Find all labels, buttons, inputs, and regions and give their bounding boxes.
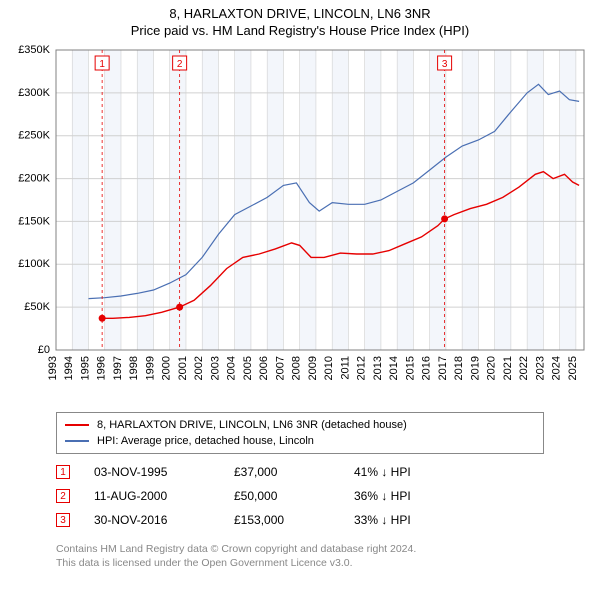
svg-text:£300K: £300K [18, 87, 50, 99]
svg-text:1: 1 [99, 59, 105, 70]
svg-text:2012: 2012 [356, 356, 368, 380]
svg-text:2015: 2015 [404, 356, 416, 380]
transaction-price: £153,000 [234, 513, 354, 527]
transaction-row: 1 03-NOV-1995£37,00041% ↓ HPI [56, 460, 544, 484]
transaction-price: £37,000 [234, 465, 354, 479]
svg-text:2011: 2011 [339, 356, 351, 380]
svg-text:2024: 2024 [551, 356, 563, 380]
svg-text:£250K: £250K [18, 130, 50, 142]
transaction-price: £50,000 [234, 489, 354, 503]
footer-attribution: Contains HM Land Registry data © Crown c… [56, 542, 544, 570]
transaction-pct: 33% ↓ HPI [354, 513, 544, 527]
svg-text:2021: 2021 [502, 356, 514, 380]
svg-text:2019: 2019 [469, 356, 481, 380]
footer-line2: This data is licensed under the Open Gov… [56, 556, 544, 570]
transaction-date: 11-AUG-2000 [94, 489, 234, 503]
transaction-row: 3 30-NOV-2016£153,00033% ↓ HPI [56, 508, 544, 532]
legend-label: 8, HARLAXTON DRIVE, LINCOLN, LN6 3NR (de… [97, 419, 407, 431]
svg-text:2: 2 [177, 59, 183, 70]
svg-text:1995: 1995 [79, 356, 91, 380]
svg-text:2007: 2007 [274, 356, 286, 380]
svg-text:1994: 1994 [63, 356, 75, 380]
svg-text:2001: 2001 [177, 356, 189, 380]
svg-text:2004: 2004 [226, 356, 238, 380]
svg-text:2009: 2009 [307, 356, 319, 380]
legend-label: HPI: Average price, detached house, Linc… [97, 435, 314, 447]
svg-text:£200K: £200K [18, 172, 50, 184]
chart-title-line2: Price paid vs. HM Land Registry's House … [0, 23, 600, 38]
svg-text:2016: 2016 [421, 356, 433, 380]
svg-text:2008: 2008 [291, 356, 303, 380]
svg-text:2003: 2003 [209, 356, 221, 380]
transaction-marker: 3 [56, 513, 70, 527]
transaction-date: 03-NOV-1995 [94, 465, 234, 479]
legend-swatch [65, 440, 89, 442]
svg-text:2013: 2013 [372, 356, 384, 380]
svg-text:1998: 1998 [128, 356, 140, 380]
legend: 8, HARLAXTON DRIVE, LINCOLN, LN6 3NR (de… [56, 412, 544, 454]
svg-text:£100K: £100K [18, 258, 50, 270]
svg-text:2022: 2022 [518, 356, 530, 380]
chart-svg: £0 £50K £100K £150K £200K £250K £300K £350K 1993… [8, 44, 592, 404]
svg-text:2017: 2017 [437, 356, 449, 380]
transactions-table: 1 03-NOV-1995£37,00041% ↓ HPI 2 11-AUG-2000… [56, 460, 544, 532]
chart-title-line1: 8, HARLAXTON DRIVE, LINCOLN, LN6 3NR [0, 6, 600, 21]
transaction-row: 2 11-AUG-2000£50,00036% ↓ HPI [56, 484, 544, 508]
svg-text:2018: 2018 [453, 356, 465, 380]
svg-text:£50K: £50K [24, 301, 50, 313]
svg-text:1999: 1999 [144, 356, 156, 380]
svg-text:2005: 2005 [242, 356, 254, 380]
svg-text:2023: 2023 [534, 356, 546, 380]
legend-row: 8, HARLAXTON DRIVE, LINCOLN, LN6 3NR (de… [65, 417, 535, 433]
transaction-marker: 1 [56, 465, 70, 479]
svg-text:1997: 1997 [112, 356, 124, 380]
legend-swatch [65, 424, 89, 426]
svg-text:2000: 2000 [161, 356, 173, 380]
svg-text:£150K: £150K [18, 215, 50, 227]
svg-text:2010: 2010 [323, 356, 335, 380]
transaction-marker: 2 [56, 489, 70, 503]
svg-text:2006: 2006 [258, 356, 270, 380]
chart-title-block: 8, HARLAXTON DRIVE, LINCOLN, LN6 3NR Pri… [0, 0, 600, 40]
footer-line1: Contains HM Land Registry data © Crown c… [56, 542, 544, 556]
svg-text:2025: 2025 [567, 356, 579, 380]
chart-area: £0 £50K £100K £150K £200K £250K £300K £350K 1993… [8, 44, 592, 404]
transaction-date: 30-NOV-2016 [94, 513, 234, 527]
svg-text:£350K: £350K [18, 44, 50, 56]
svg-text:2020: 2020 [486, 356, 498, 380]
svg-text:1993: 1993 [47, 356, 59, 380]
legend-row: HPI: Average price, detached house, Linc… [65, 433, 535, 449]
transaction-pct: 36% ↓ HPI [354, 489, 544, 503]
transaction-pct: 41% ↓ HPI [354, 465, 544, 479]
svg-text:3: 3 [442, 59, 448, 70]
svg-text:2014: 2014 [388, 356, 400, 380]
svg-text:2002: 2002 [193, 356, 205, 380]
svg-text:£0: £0 [38, 344, 50, 356]
svg-text:1996: 1996 [96, 356, 108, 380]
